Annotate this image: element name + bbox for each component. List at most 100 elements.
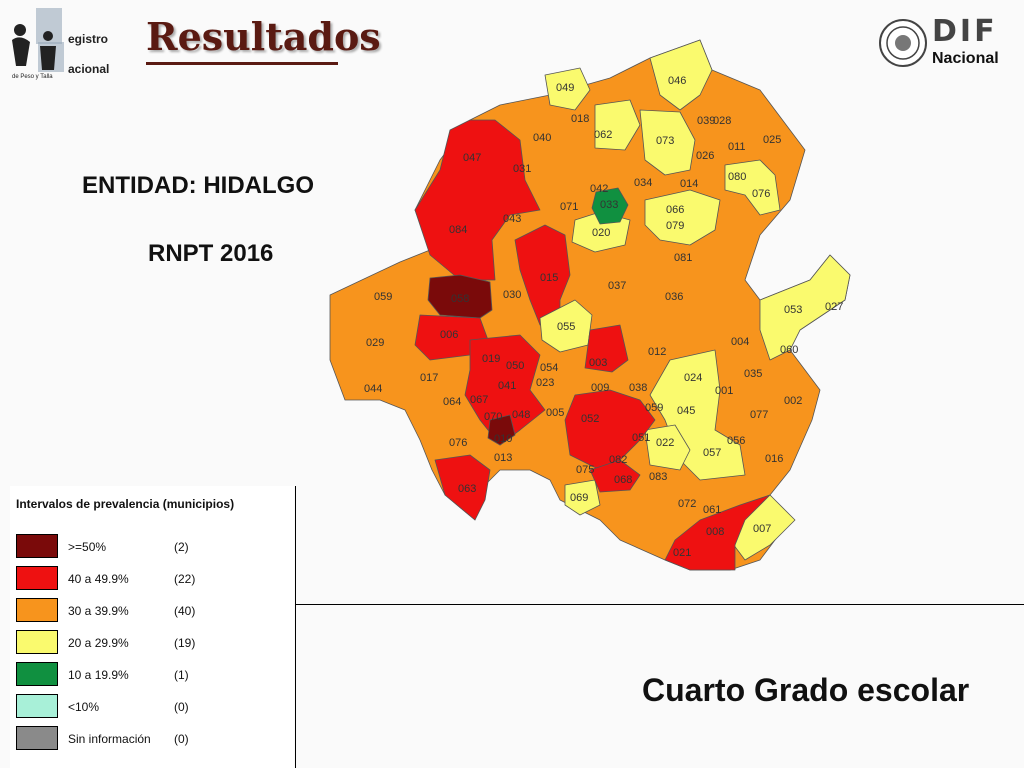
map-label: 022 [656, 437, 674, 449]
map-label: 012 [648, 346, 666, 358]
map-label: 015 [540, 272, 558, 284]
map-label: 077 [750, 409, 768, 421]
map-label: 039 [697, 115, 715, 127]
map-label: 016 [765, 453, 783, 465]
dif-nacional-logo: DIF Nacional [876, 14, 1016, 74]
map-label: 067 [470, 394, 488, 406]
map-label: 025 [763, 134, 781, 146]
map-label: 076 [752, 188, 770, 200]
map-label: 060 [780, 344, 798, 356]
legend-count: (0) [174, 700, 189, 714]
map-label: 028 [713, 115, 731, 127]
map-label: 001 [715, 385, 733, 397]
map-label: 045 [677, 405, 695, 417]
map-label: 082 [609, 454, 627, 466]
map-label: 050 [506, 360, 524, 372]
map-label: 038 [629, 382, 647, 394]
map-label: 040 [533, 132, 551, 144]
legend-label: <10% [68, 700, 100, 714]
legend-label: >=50% [68, 540, 107, 554]
legend-swatch [16, 630, 58, 654]
map-label: 049 [556, 82, 574, 94]
map-label: 042 [590, 183, 608, 195]
map-label: 026 [696, 150, 714, 162]
map-label: 057 [703, 447, 721, 459]
map-label: 027 [825, 301, 843, 313]
grade-subtitle: Cuarto Grado escolar [642, 672, 970, 708]
map-label: 053 [784, 304, 802, 316]
legend-swatch [16, 566, 58, 590]
legend-count: (22) [174, 572, 196, 586]
entity-label: ENTIDAD: HIDALGO [82, 172, 314, 199]
logo-line-nacional-right: Nacional [932, 50, 999, 67]
legend-label: 40 a 49.9% [68, 572, 129, 586]
legend-swatch [16, 694, 58, 718]
map-label: 063 [458, 483, 476, 495]
map-label: 081 [674, 252, 692, 264]
legend-item: Sin información (0) [16, 726, 286, 750]
map-label: 014 [680, 178, 698, 190]
legend-item: 30 a 39.9% (40) [16, 598, 286, 622]
page-title: Resultados [146, 14, 381, 59]
map-label: 069 [570, 492, 588, 504]
map-label: 035 [744, 368, 762, 380]
map-label: 072 [678, 498, 696, 510]
map-label: 064 [443, 396, 461, 408]
program-label: RNPT 2016 [148, 240, 274, 267]
map-label: 055 [557, 321, 575, 333]
map-label: 036 [665, 291, 683, 303]
map-label: 084 [449, 224, 467, 236]
legend-count: (2) [174, 540, 189, 554]
map-label: 007 [753, 523, 771, 535]
map-label: 031 [513, 163, 531, 175]
map-label: 066 [666, 204, 684, 216]
legend-label: 20 a 29.9% [68, 636, 129, 650]
legend-title: Intervalos de prevalencia (municipios) [16, 497, 235, 511]
registro-nacional-logo: egistro acional de Peso y Talla [8, 6, 136, 80]
legend-item: 20 a 29.9% (19) [16, 630, 286, 654]
legend-item: <10% (0) [16, 694, 286, 718]
map-label: 062 [594, 129, 612, 141]
registro-figures-icon [12, 8, 64, 72]
map-label: 059 [374, 291, 392, 303]
map-label: 047 [463, 152, 481, 164]
map-label: 005 [546, 407, 564, 419]
map-label: 033 [600, 199, 618, 211]
divider-vertical [295, 486, 296, 768]
map-label: 023 [536, 377, 554, 389]
map-label: 006 [440, 329, 458, 341]
map-label: 009 [591, 382, 609, 394]
legend-swatch [16, 726, 58, 750]
map-label: 008 [706, 526, 724, 538]
logo-line-peso-talla: de Peso y Talla [12, 74, 53, 80]
map-label: 029 [366, 337, 384, 349]
map-label: 034 [634, 177, 652, 189]
map-label: 073 [656, 135, 674, 147]
map-label: 011 [728, 141, 746, 153]
legend-label: 30 a 39.9% [68, 604, 129, 618]
map-label: 019 [482, 353, 500, 365]
map-label: 018 [571, 113, 589, 125]
map-label: 071 [560, 201, 578, 213]
map-label: 059 [645, 402, 663, 414]
map-label: 003 [589, 357, 607, 369]
legend-swatch [16, 662, 58, 686]
map-label: 061 [703, 504, 721, 516]
legend-label: Sin información [68, 732, 151, 746]
legend-swatch [16, 534, 58, 558]
logo-line-dif: DIF [932, 14, 998, 49]
title-underline [146, 62, 338, 65]
legend-count: (19) [174, 636, 196, 650]
map-label: 046 [668, 75, 686, 87]
seal-icon [879, 19, 927, 67]
map-label: 020 [592, 227, 610, 239]
map-label: 076 [449, 437, 467, 449]
legend-label: 10 a 19.9% [68, 668, 129, 682]
map-label: 004 [731, 336, 749, 348]
map-label: 002 [784, 395, 802, 407]
map-label: 048 [512, 409, 530, 421]
legend-count: (40) [174, 604, 196, 618]
legend-item: 10 a 19.9% (1) [16, 662, 286, 686]
map-label: 051 [632, 432, 650, 444]
